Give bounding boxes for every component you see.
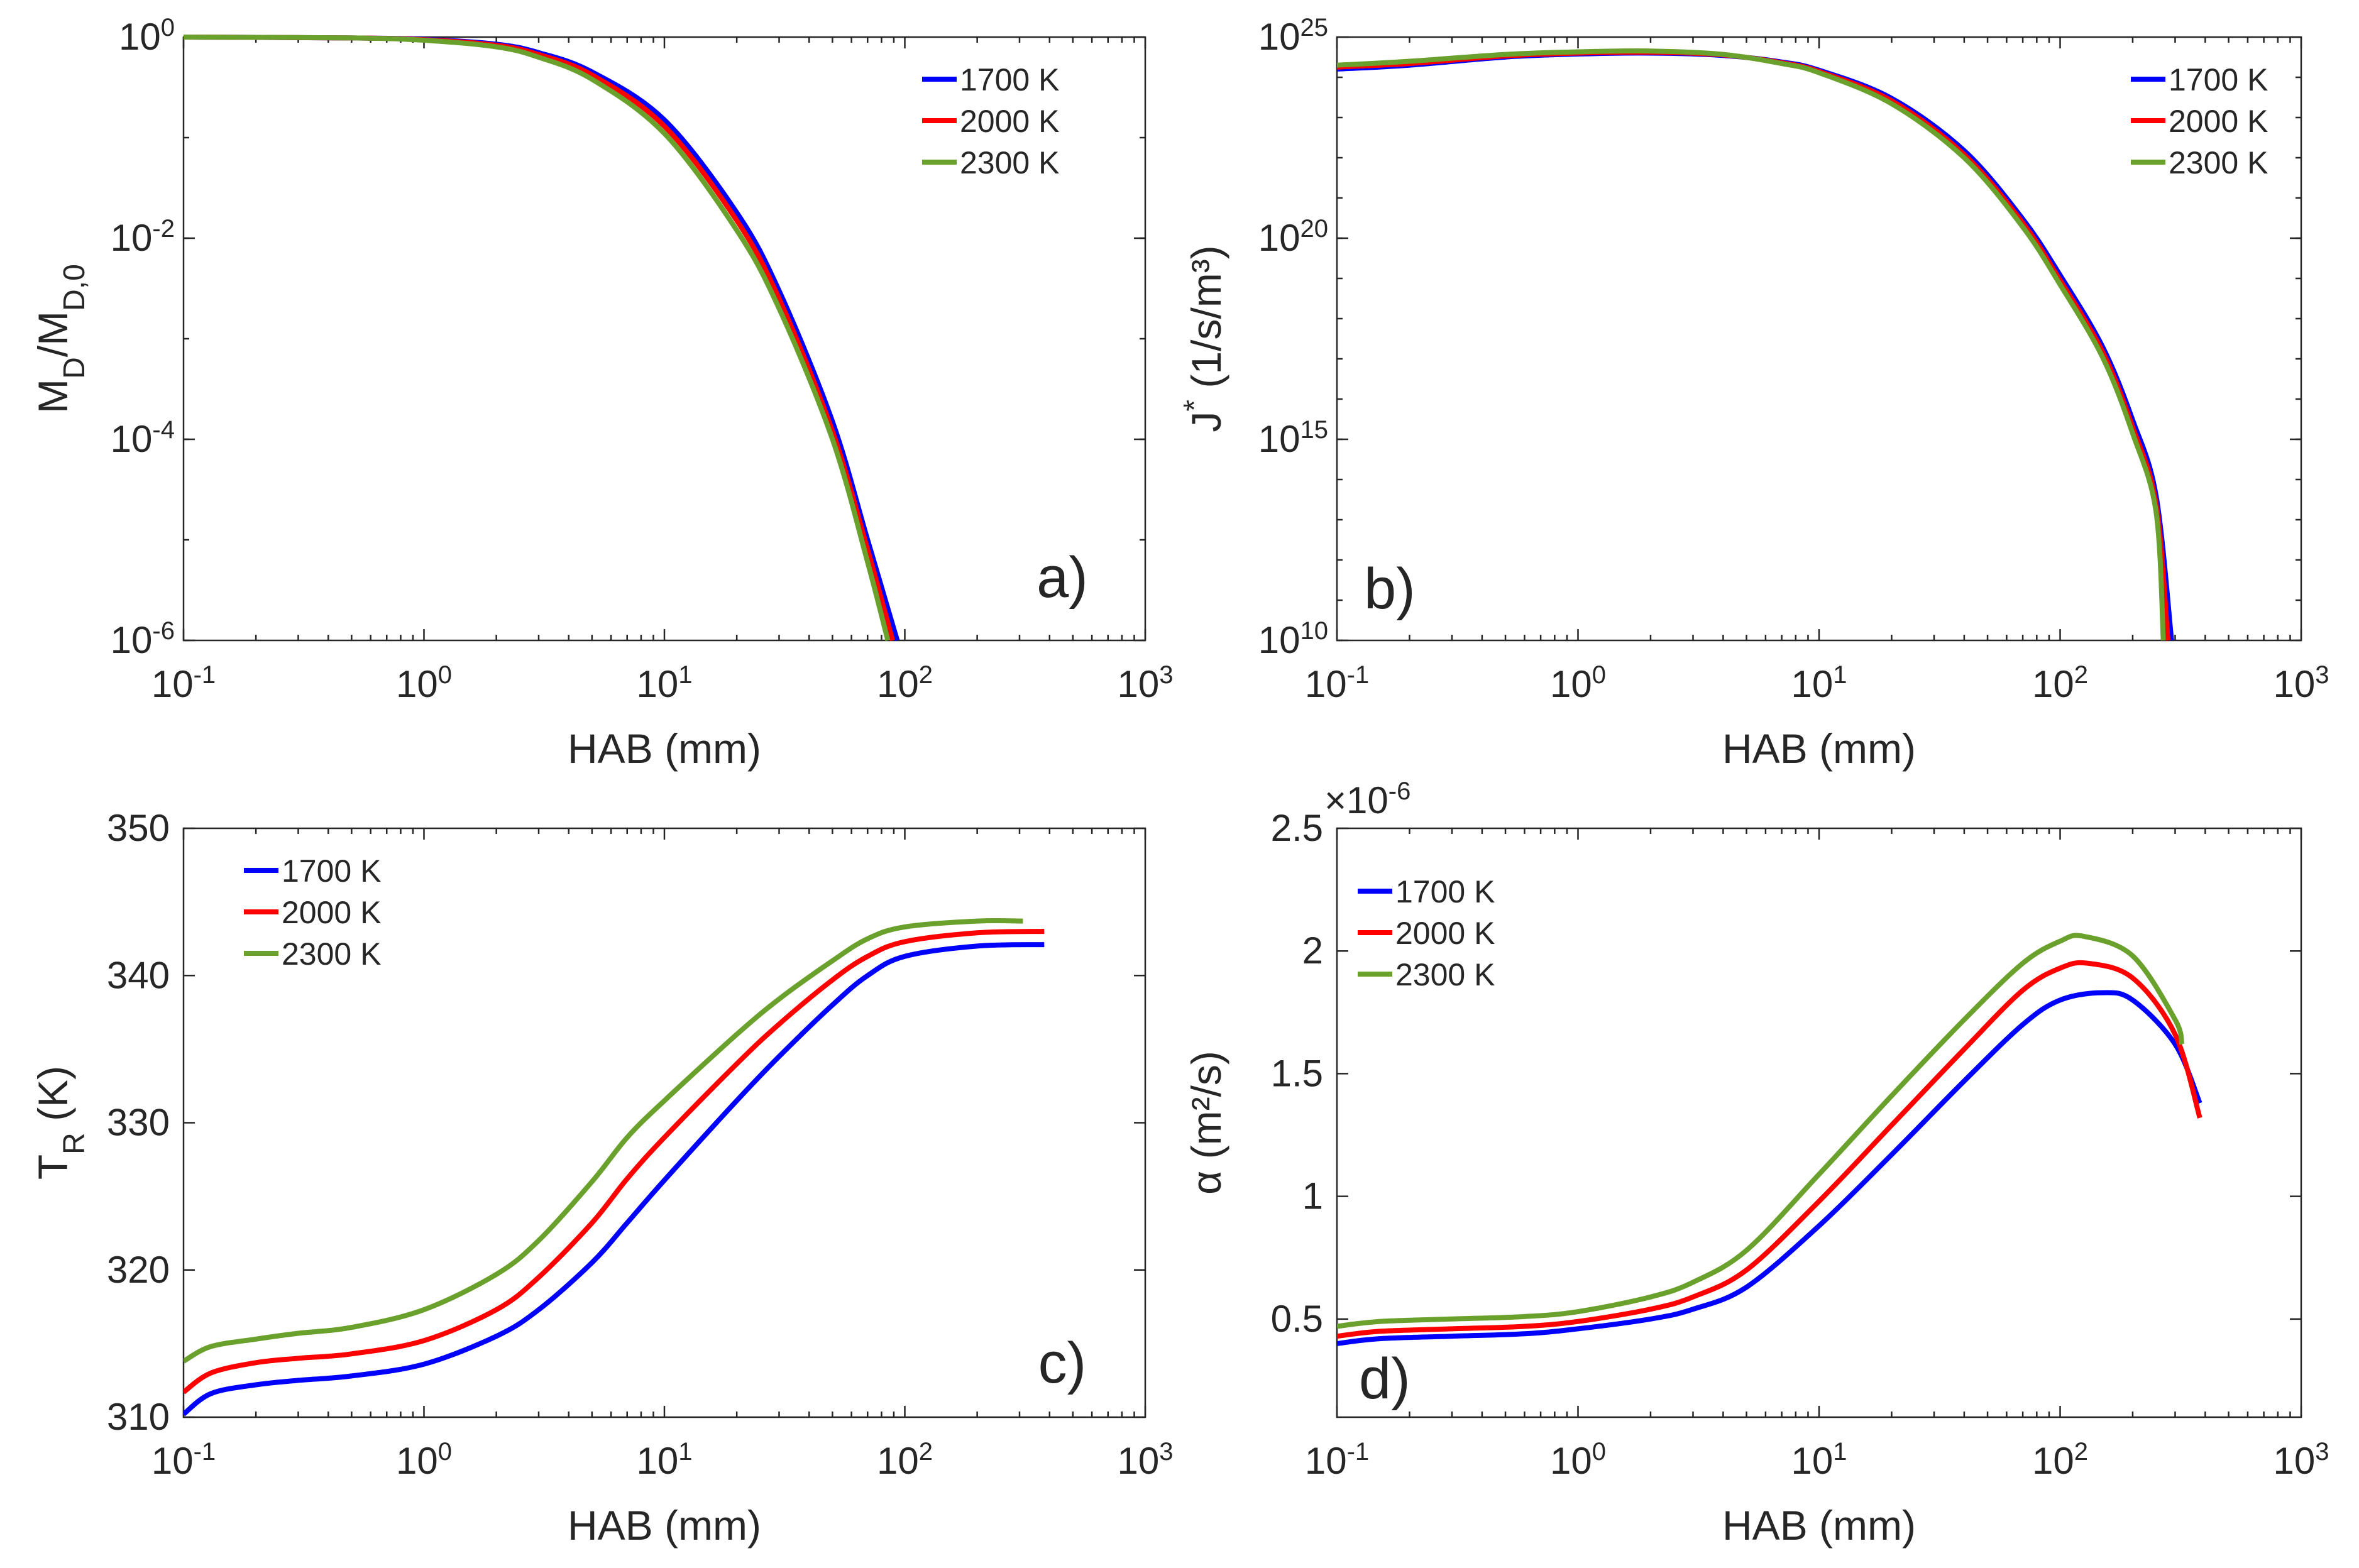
legend-label: 2300 K <box>2169 145 2268 180</box>
series-line-2300k <box>1337 48 2166 641</box>
panel-label: d) <box>1359 1347 1410 1411</box>
x-tick-label: 101 <box>637 1438 693 1482</box>
y-tick-label: 310 <box>107 1396 170 1438</box>
y-axis-label: TR (K) <box>30 1066 91 1180</box>
x-tick-label: 103 <box>2274 661 2329 705</box>
legend-label: 2000 K <box>2169 104 2268 139</box>
y-tick-label: 1020 <box>1258 215 1328 259</box>
x-tick-label: 100 <box>396 1438 452 1482</box>
x-tick-label: 10-1 <box>1305 1438 1369 1482</box>
legend: 1700 K 2000 K 2300 K <box>244 853 381 972</box>
x-tick-label: 103 <box>1118 661 1174 705</box>
series-line-2000k <box>184 929 1045 1395</box>
series-line-1700k <box>184 942 1045 1417</box>
series-line-1700k <box>1337 990 2202 1346</box>
y-axis-label: MD/MD,0 <box>30 264 91 414</box>
legend-label: 2300 K <box>960 145 1059 180</box>
legend-label: 1700 K <box>960 62 1059 97</box>
y-tick-label: 1010 <box>1258 617 1328 661</box>
legend-label: 2300 K <box>1395 957 1495 992</box>
panel-c: 10-1 100 101 102 103 310 320 330 340 350 HAB (mm) T… <box>30 807 1174 1549</box>
y-tick-label: 1015 <box>1258 416 1328 460</box>
panel-label: b) <box>1364 557 1416 621</box>
x-tick-label: 10-1 <box>1305 661 1369 705</box>
legend-label: 2300 K <box>282 936 381 972</box>
panel-a: 10-1 100 101 102 103 10-6 10-4 10-2 100 HAB (mm) M… <box>30 14 1174 772</box>
x-axis-label: HAB (mm) <box>568 1502 761 1549</box>
panel-d: 10-1 100 101 102 103 0.5 1 1.5 2 2.5 HAB (mm) α (m²… <box>1183 777 2329 1549</box>
x-tick-label: 103 <box>1118 1438 1174 1482</box>
series-line-2000k <box>184 35 895 642</box>
legend-label: 1700 K <box>1395 874 1495 909</box>
legend: 1700 K 2000 K 2300 K <box>1358 874 1495 992</box>
x-tick-label: 102 <box>2032 1438 2088 1482</box>
y-tick-label: 320 <box>107 1249 170 1291</box>
series-line-2000k <box>1337 960 2202 1339</box>
x-tick-label: 101 <box>637 661 693 705</box>
series-line-1700k <box>1337 50 2174 641</box>
x-tick-label: 100 <box>396 661 452 705</box>
x-tick-label: 102 <box>877 1438 933 1482</box>
y-tick-label: 350 <box>107 807 170 849</box>
x-axis-label: HAB (mm) <box>568 725 761 772</box>
legend-label: 2000 K <box>1395 916 1495 951</box>
y-tick-label: 340 <box>107 954 170 996</box>
y-tick-label: 1.5 <box>1271 1052 1323 1094</box>
x-tick-label: 102 <box>2032 661 2088 705</box>
x-tick-label: 10-1 <box>151 661 216 705</box>
y-axis-label: J* (1/s/m³) <box>1178 245 1230 432</box>
panel-label: a) <box>1037 546 1088 610</box>
y-tick-label: 1025 <box>1258 14 1328 58</box>
y-tick-label: 0.5 <box>1271 1298 1323 1340</box>
y-tick-label: 100 <box>119 14 175 58</box>
y-tick-label: 10-6 <box>111 617 175 661</box>
x-axis-label: HAB (mm) <box>1722 1502 1916 1549</box>
y-tick-label: 2.5 <box>1271 807 1323 849</box>
axes-frame <box>1336 36 2302 642</box>
legend-label: 2000 K <box>282 895 381 930</box>
x-tick-label: 101 <box>1791 661 1847 705</box>
x-tick-label: 102 <box>877 661 933 705</box>
x-tick-label: 101 <box>1791 1438 1847 1482</box>
legend: 1700 K 2000 K 2300 K <box>922 62 1059 180</box>
legend-label: 2000 K <box>960 104 1059 139</box>
legend-label: 1700 K <box>282 853 381 889</box>
y-tick-label: 10-2 <box>111 215 175 259</box>
y-axis-multiplier: ×10-6 <box>1324 777 1410 821</box>
y-tick-label: 1 <box>1302 1175 1323 1217</box>
series-line-2300k <box>184 918 1023 1364</box>
x-axis-label: HAB (mm) <box>1722 725 1916 772</box>
y-tick-label: 10-4 <box>111 416 175 460</box>
y-tick-label: 330 <box>107 1102 170 1144</box>
x-tick-label: 100 <box>1550 661 1606 705</box>
y-tick-label: 2 <box>1302 929 1323 972</box>
x-tick-label: 100 <box>1550 1438 1606 1482</box>
series-line-2300k <box>1337 933 2185 1329</box>
x-tick-label: 103 <box>2274 1438 2329 1482</box>
panel-b: 10-1 100 101 102 103 1010 1015 1020 1025 HAB (mm)… <box>1178 14 2329 772</box>
legend-label: 1700 K <box>2169 62 2268 97</box>
panel-label: c) <box>1038 1331 1087 1395</box>
legend: 1700 K 2000 K 2300 K <box>2131 62 2268 180</box>
x-tick-label: 10-1 <box>151 1438 216 1482</box>
series-line-2300k <box>184 35 891 642</box>
y-axis-label: α (m²/s) <box>1183 1051 1229 1195</box>
series-line-2000k <box>1337 49 2170 641</box>
